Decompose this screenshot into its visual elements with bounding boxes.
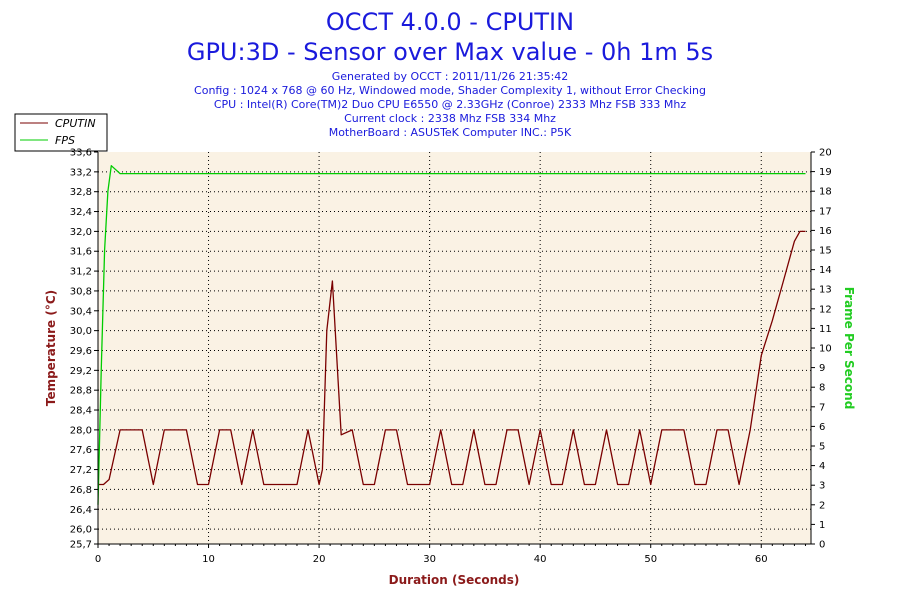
plot-area xyxy=(98,152,811,544)
chart-title: OCCT 4.0.0 - CPUTIN xyxy=(326,8,574,36)
legend: CPUTIN FPS xyxy=(14,113,108,152)
y2-tick-label: 17 xyxy=(819,206,832,217)
y-tick-label: 26,4 xyxy=(70,505,92,516)
y-tick-label: 32,0 xyxy=(70,227,92,238)
x-tick-label: 60 xyxy=(755,554,768,565)
y2-tick-label: 9 xyxy=(819,363,825,374)
y2-tick-label: 5 xyxy=(819,442,825,453)
y-tick-label: 30,4 xyxy=(70,306,92,317)
y2-tick-label: 7 xyxy=(819,402,825,413)
y2-tick-label: 20 xyxy=(819,148,832,159)
y-axis-ticks: 25,7 26,0 26,4 26,8 27,2 27,6 28,0 28,4 28,8 29,2… xyxy=(70,148,98,551)
x-tick-label: 0 xyxy=(95,554,101,565)
y-tick-label: 32,8 xyxy=(70,187,92,198)
y-tick-label: 25,7 xyxy=(70,540,92,551)
y-axis-label: Temperature (°C) xyxy=(44,290,58,406)
y2-tick-label: 19 xyxy=(819,167,832,178)
y-tick-label: 26,8 xyxy=(70,485,92,496)
y2-axis-label: Frame Per Second xyxy=(842,287,856,410)
y2-tick-label: 14 xyxy=(819,265,832,276)
y-tick-label: 30,8 xyxy=(70,286,92,297)
series xyxy=(97,165,806,505)
y-tick-label: 33,6 xyxy=(70,148,92,159)
y2-tick-label: 8 xyxy=(819,383,825,394)
info-config: Config : 1024 x 768 @ 60 Hz, Windowed mo… xyxy=(194,84,706,97)
y2-tick-label: 18 xyxy=(819,187,832,198)
y-tick-label: 29,2 xyxy=(70,366,92,377)
series-line-cputin xyxy=(98,230,806,486)
legend-box xyxy=(14,113,108,152)
y-tick-label: 28,4 xyxy=(70,406,92,417)
y2-tick-label: 13 xyxy=(819,285,832,296)
grid xyxy=(98,152,811,544)
y-tick-label: 32,4 xyxy=(70,207,92,218)
y2-tick-label: 1 xyxy=(819,520,825,531)
info-generated: Generated by OCCT : 2011/11/26 21:35:42 xyxy=(332,70,569,83)
x-tick-label: 50 xyxy=(644,554,657,565)
y-tick-label: 31,2 xyxy=(70,267,92,278)
y2-tick-label: 6 xyxy=(819,422,825,433)
x-axis-ticks: 0 10 20 30 40 50 60 xyxy=(95,544,806,565)
x-axis-label: Duration (Seconds) xyxy=(389,573,520,587)
y-tick-label: 28,0 xyxy=(70,425,92,436)
series-line-fps xyxy=(97,165,806,505)
info-clock: Current clock : 2338 Mhz FSB 334 Mhz xyxy=(344,112,556,125)
legend-label-cputin: CPUTIN xyxy=(55,117,96,130)
y-tick-label: 27,6 xyxy=(70,445,92,456)
y-tick-label: 30,0 xyxy=(70,326,92,337)
y2-tick-label: 4 xyxy=(819,461,825,472)
y2-tick-label: 10 xyxy=(819,344,832,355)
y-tick-label: 29,6 xyxy=(70,346,92,357)
x-tick-label: 30 xyxy=(423,554,436,565)
y-tick-label: 27,2 xyxy=(70,465,92,476)
y2-tick-label: 15 xyxy=(819,246,832,257)
y-tick-label: 33,2 xyxy=(70,167,92,178)
y2-tick-label: 16 xyxy=(819,226,832,237)
y2-tick-label: 3 xyxy=(819,481,825,492)
legend-label-fps: FPS xyxy=(55,134,75,147)
y-tick-label: 31,6 xyxy=(70,247,92,258)
x-tick-label: 20 xyxy=(313,554,326,565)
info-motherboard: MotherBoard : ASUSTeK Computer INC.: P5K xyxy=(329,126,572,139)
y2-tick-label: 0 xyxy=(819,540,825,551)
y-tick-label: 26,0 xyxy=(70,525,92,536)
y2-tick-label: 12 xyxy=(819,304,832,315)
y2-tick-label: 11 xyxy=(819,324,832,335)
y2-tick-label: 2 xyxy=(819,500,825,511)
x-tick-label: 40 xyxy=(534,554,547,565)
chart-subtitle: GPU:3D - Sensor over Max value - 0h 1m 5… xyxy=(187,38,713,66)
info-cpu: CPU : Intel(R) Core(TM)2 Duo CPU E6550 @… xyxy=(214,98,686,111)
x-tick-label: 10 xyxy=(202,554,215,565)
y-tick-label: 28,8 xyxy=(70,386,92,397)
